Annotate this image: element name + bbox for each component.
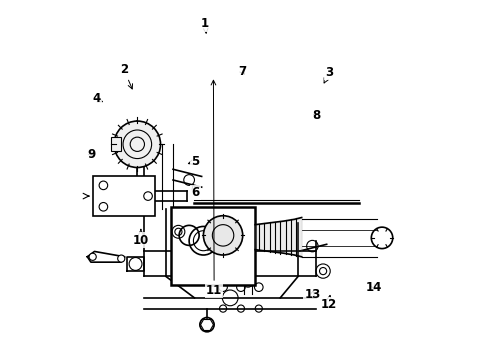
Text: 5: 5 — [188, 155, 199, 168]
Bar — [110, 137, 121, 152]
Text: 1: 1 — [201, 17, 209, 33]
Text: 6: 6 — [191, 184, 199, 199]
Text: 7: 7 — [238, 64, 245, 77]
Text: 2: 2 — [120, 63, 132, 89]
Circle shape — [114, 121, 160, 167]
Circle shape — [99, 203, 107, 211]
Text: 12: 12 — [320, 296, 336, 311]
Text: 4: 4 — [92, 93, 102, 105]
Text: 10: 10 — [133, 229, 149, 247]
Circle shape — [99, 181, 107, 190]
Text: 11: 11 — [205, 80, 222, 297]
Bar — [93, 176, 155, 216]
Text: 14: 14 — [365, 281, 381, 294]
Text: 8: 8 — [312, 109, 320, 122]
Circle shape — [203, 216, 242, 255]
Text: 13: 13 — [304, 288, 320, 301]
Circle shape — [89, 253, 96, 260]
Circle shape — [143, 192, 152, 201]
Bar — [171, 207, 255, 285]
Circle shape — [118, 255, 124, 262]
Text: 9: 9 — [87, 148, 96, 161]
Text: 3: 3 — [324, 66, 333, 83]
Polygon shape — [87, 251, 124, 262]
